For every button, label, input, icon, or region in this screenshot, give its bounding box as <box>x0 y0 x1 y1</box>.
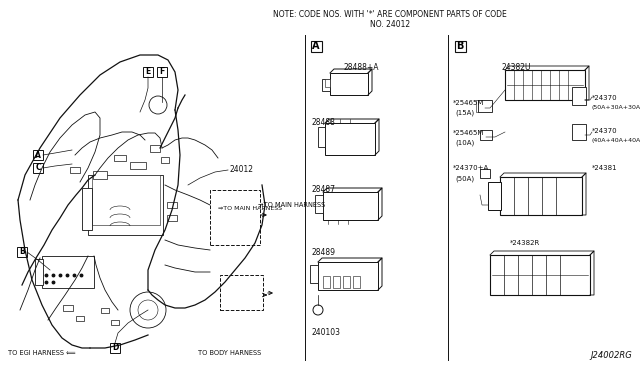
FancyBboxPatch shape <box>220 275 263 310</box>
FancyBboxPatch shape <box>93 171 107 179</box>
Circle shape <box>138 300 158 320</box>
FancyBboxPatch shape <box>35 259 43 285</box>
FancyBboxPatch shape <box>505 70 585 100</box>
Text: A: A <box>35 151 41 160</box>
FancyBboxPatch shape <box>325 79 330 87</box>
FancyBboxPatch shape <box>315 195 323 213</box>
Circle shape <box>313 305 323 315</box>
FancyBboxPatch shape <box>114 155 126 161</box>
FancyBboxPatch shape <box>33 163 43 173</box>
FancyBboxPatch shape <box>42 256 94 288</box>
FancyBboxPatch shape <box>480 169 490 178</box>
FancyBboxPatch shape <box>343 276 350 288</box>
FancyBboxPatch shape <box>323 192 378 220</box>
Text: E: E <box>145 67 150 77</box>
FancyBboxPatch shape <box>478 100 492 112</box>
FancyBboxPatch shape <box>500 177 582 215</box>
Text: 28488: 28488 <box>312 118 336 127</box>
FancyBboxPatch shape <box>488 182 501 210</box>
FancyBboxPatch shape <box>318 127 325 147</box>
Text: J24002RG: J24002RG <box>590 351 632 360</box>
Text: *25465M: *25465M <box>453 130 484 136</box>
Circle shape <box>149 96 167 114</box>
Text: (40A+40A+40A): (40A+40A+40A) <box>592 138 640 143</box>
Text: TO BODY HARNESS: TO BODY HARNESS <box>198 350 261 356</box>
FancyBboxPatch shape <box>322 79 330 91</box>
FancyBboxPatch shape <box>323 276 330 288</box>
Text: *24381: *24381 <box>592 165 618 171</box>
FancyBboxPatch shape <box>130 161 146 169</box>
Text: 28487: 28487 <box>312 185 336 194</box>
Text: 240103: 240103 <box>312 328 341 337</box>
Text: (15A): (15A) <box>455 110 474 116</box>
FancyBboxPatch shape <box>325 123 375 155</box>
FancyBboxPatch shape <box>310 265 318 283</box>
Text: 28488+A: 28488+A <box>344 63 380 72</box>
FancyBboxPatch shape <box>330 73 368 95</box>
FancyBboxPatch shape <box>101 308 109 312</box>
Text: NOTE: CODE NOS. WITH '*' ARE COMPONENT PARTS OF CODE: NOTE: CODE NOS. WITH '*' ARE COMPONENT P… <box>273 10 507 19</box>
Text: NO. 24012: NO. 24012 <box>370 20 410 29</box>
Text: *24370: *24370 <box>592 95 618 101</box>
Text: ⇒TO MAIN HARNESS: ⇒TO MAIN HARNESS <box>218 206 282 211</box>
FancyBboxPatch shape <box>167 215 177 221</box>
Text: C: C <box>35 164 41 173</box>
Text: D: D <box>112 343 118 353</box>
Text: 24382U: 24382U <box>502 63 531 72</box>
FancyBboxPatch shape <box>454 41 465 51</box>
Text: *24370+A: *24370+A <box>453 165 489 171</box>
FancyBboxPatch shape <box>490 255 590 295</box>
FancyBboxPatch shape <box>33 150 43 160</box>
FancyBboxPatch shape <box>63 305 73 311</box>
FancyBboxPatch shape <box>157 67 167 77</box>
FancyBboxPatch shape <box>143 67 153 77</box>
FancyBboxPatch shape <box>353 276 360 288</box>
Text: B: B <box>456 41 464 51</box>
Circle shape <box>130 292 166 328</box>
Text: (50A+30A+30A): (50A+30A+30A) <box>592 105 640 110</box>
FancyBboxPatch shape <box>150 144 160 151</box>
Text: (50A): (50A) <box>455 175 474 182</box>
FancyBboxPatch shape <box>82 188 92 230</box>
Text: (10A): (10A) <box>455 140 474 147</box>
Text: 28489: 28489 <box>312 248 336 257</box>
Text: *25465M: *25465M <box>453 100 484 106</box>
Text: *24382R: *24382R <box>510 240 540 246</box>
FancyBboxPatch shape <box>480 130 492 140</box>
Text: TO EGI HARNESS ⟸: TO EGI HARNESS ⟸ <box>8 350 76 356</box>
FancyBboxPatch shape <box>167 202 177 208</box>
FancyBboxPatch shape <box>111 320 119 324</box>
FancyBboxPatch shape <box>70 167 80 173</box>
Text: B: B <box>19 247 25 257</box>
FancyBboxPatch shape <box>318 262 378 290</box>
Text: A: A <box>312 41 320 51</box>
FancyBboxPatch shape <box>310 41 321 51</box>
FancyBboxPatch shape <box>17 247 27 257</box>
Text: F: F <box>159 67 164 77</box>
FancyBboxPatch shape <box>572 87 586 105</box>
FancyBboxPatch shape <box>110 343 120 353</box>
FancyBboxPatch shape <box>88 175 163 235</box>
Text: *24370: *24370 <box>592 128 618 134</box>
FancyBboxPatch shape <box>92 175 160 225</box>
Text: →TO MAIN HARNESS: →TO MAIN HARNESS <box>258 202 325 208</box>
FancyBboxPatch shape <box>333 276 340 288</box>
FancyBboxPatch shape <box>210 190 260 245</box>
Text: 24012: 24012 <box>230 166 254 174</box>
FancyBboxPatch shape <box>161 157 169 163</box>
FancyBboxPatch shape <box>76 315 84 321</box>
FancyBboxPatch shape <box>572 124 586 140</box>
